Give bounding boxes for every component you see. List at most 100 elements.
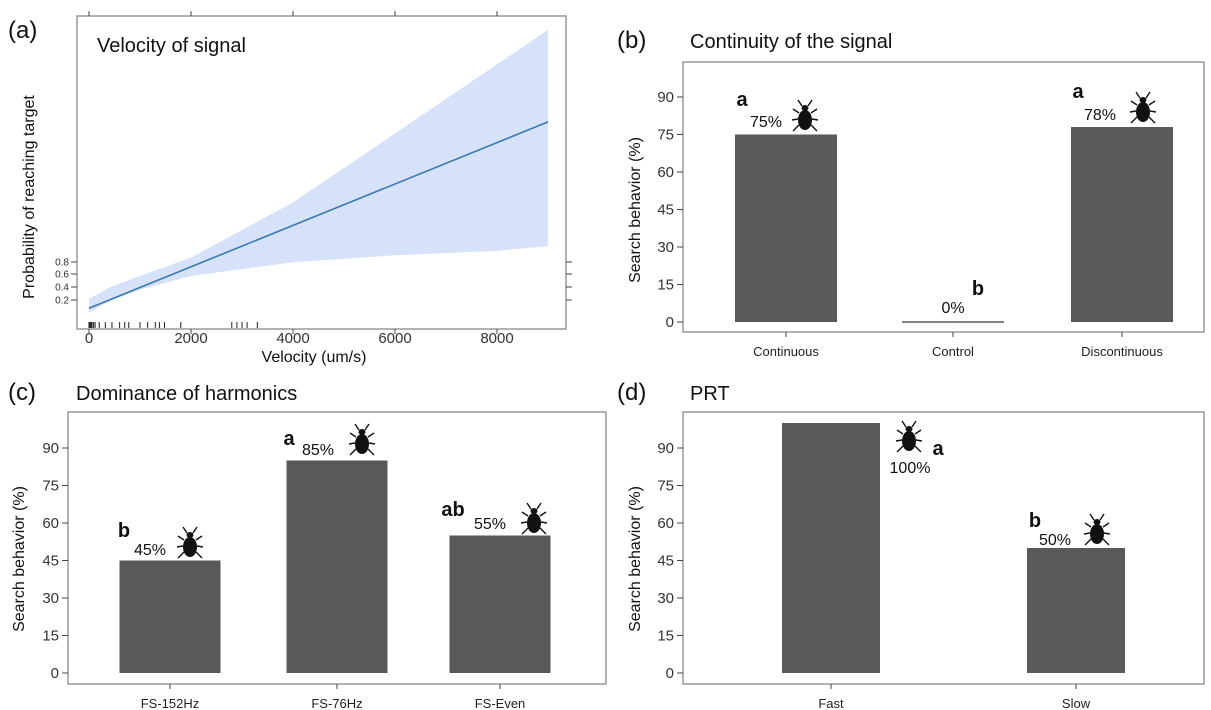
beetle-leg	[1129, 110, 1137, 113]
panel-c-title: Dominance of harmonics	[76, 383, 297, 405]
beetle-leg	[521, 527, 529, 535]
x-tick-label: Discontinuous	[1081, 344, 1163, 359]
y-tick-label: 75	[42, 478, 59, 495]
x-tick-label: Fast	[818, 696, 844, 710]
y-tick-label: 0.2	[55, 296, 69, 307]
beetle-leg	[354, 423, 360, 431]
bar	[1027, 548, 1125, 673]
beetle-leg	[807, 99, 813, 107]
beetle-head	[358, 429, 366, 435]
beetle-leg	[1103, 532, 1111, 535]
y-tick-label: 0	[666, 665, 674, 682]
significance-letter: ab	[441, 499, 464, 521]
beetle-leg	[911, 420, 917, 428]
y-tick-label: 75	[657, 127, 674, 144]
beetle-leg	[364, 423, 370, 431]
bar	[286, 460, 388, 673]
beetle-leg	[176, 545, 184, 548]
y-tick-label: 90	[657, 440, 674, 457]
significance-letter: b	[972, 278, 984, 300]
data-label: 85%	[302, 442, 334, 459]
beetle-leg	[792, 124, 800, 132]
panel-a-x-ticks: 0 2000 4000 6000 8000	[85, 11, 514, 347]
beetle-leg	[792, 108, 800, 114]
panel-b-y-label: Search behavior (%)	[627, 137, 644, 283]
beetle-leg	[539, 527, 547, 535]
significance-letter: a	[1072, 81, 1084, 103]
beetle-head	[905, 426, 913, 432]
data-label: 100%	[890, 460, 931, 477]
panel-a-y-label: Probability of reaching target	[21, 95, 38, 299]
beetle-body	[527, 513, 541, 533]
beetle-leg	[1148, 100, 1156, 106]
x-tick-label: Control	[932, 344, 974, 359]
panel-b-title: Continuity of the signal	[690, 31, 892, 53]
beetle-leg	[1145, 91, 1151, 99]
panel-d-title: PRT	[690, 383, 730, 405]
panel-c-letter: (c)	[8, 379, 36, 406]
beetle-leg	[1130, 100, 1138, 106]
bar	[119, 560, 221, 673]
beetle-leg	[1089, 513, 1095, 521]
x-tick-label: 0	[85, 330, 93, 347]
beetle-leg	[367, 448, 375, 456]
beetle-icon	[895, 420, 923, 453]
y-tick-label: 15	[657, 277, 674, 294]
panel-b-continuity: (b) Continuity of the signal 0 15 30 45 60 75…	[617, 27, 1205, 359]
panel-b-letter: (b)	[617, 27, 646, 54]
beetle-head	[1093, 519, 1101, 525]
beetle-leg	[536, 502, 542, 510]
beetle-leg	[810, 124, 818, 132]
beetle-leg	[526, 502, 532, 510]
y-tick-label: 0	[666, 314, 674, 331]
beetle-leg	[1102, 538, 1110, 546]
beetle-leg	[195, 535, 203, 541]
significance-letter: a	[736, 89, 748, 111]
y-tick-label: 90	[42, 440, 59, 457]
y-tick-label: 90	[657, 89, 674, 106]
beetle-body	[355, 434, 369, 454]
y-tick-label: 45	[42, 553, 59, 570]
y-tick-label: 30	[42, 590, 59, 607]
significance-letter: a	[932, 438, 944, 460]
beetle-icon	[1129, 91, 1157, 124]
beetle-leg	[368, 442, 376, 445]
panel-a-velocity: (a) Velocity of signal 0 2000 4000 6000 8000…	[8, 11, 572, 366]
y-tick-label: 15	[657, 628, 674, 645]
x-tick-label: FS-Even	[475, 696, 526, 710]
y-tick-label: 30	[657, 590, 674, 607]
beetle-body	[902, 431, 916, 451]
beetle-leg	[1083, 532, 1091, 535]
beetle-leg	[810, 108, 818, 114]
data-label: 50%	[1039, 532, 1071, 549]
beetle-leg	[895, 439, 903, 442]
significance-letter: a	[283, 428, 295, 450]
y-tick-label: 15	[42, 628, 59, 645]
beetle-leg	[1135, 91, 1141, 99]
beetle-leg	[1148, 116, 1156, 124]
panel-c-harmonics: (c) Dominance of harmonics 0 15 30 45 60 75 90…	[8, 379, 607, 710]
beetle-leg	[349, 448, 357, 456]
data-label: 75%	[750, 114, 782, 131]
beetle-leg	[1102, 522, 1110, 528]
beetle-leg	[791, 118, 799, 121]
panel-a-letter: (a)	[8, 17, 37, 44]
beetle-icon	[520, 502, 548, 535]
beetle-body	[798, 110, 812, 130]
fitted-line	[88, 121, 549, 309]
data-label: 0%	[941, 300, 964, 317]
beetle-leg	[349, 432, 357, 438]
beetle-leg	[914, 445, 922, 453]
panel-c-y-label: Search behavior (%)	[11, 486, 28, 632]
beetle-leg	[521, 511, 529, 517]
y-tick-label: 60	[42, 515, 59, 532]
beetle-leg	[1149, 110, 1157, 113]
significance-letter: b	[1029, 510, 1041, 532]
panel-d-y-label: Search behavior (%)	[627, 486, 644, 632]
beetle-leg	[348, 442, 356, 445]
beetle-head	[530, 508, 538, 514]
beetle-leg	[196, 545, 204, 548]
beetle-leg	[177, 551, 185, 559]
beetle-leg	[797, 99, 803, 107]
